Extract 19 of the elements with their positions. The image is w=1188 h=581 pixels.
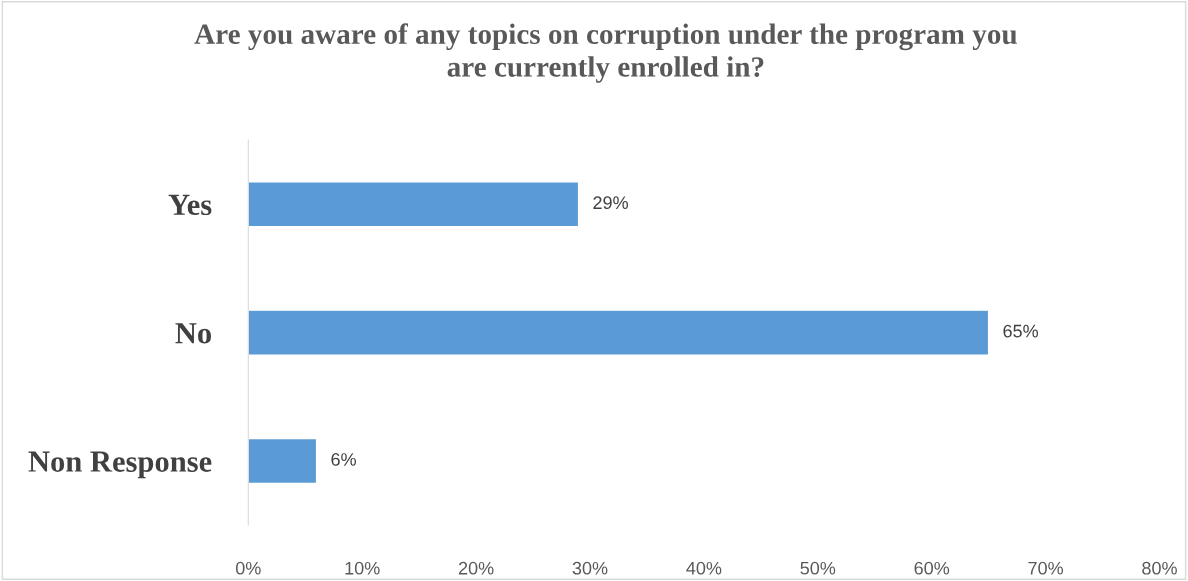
x-tick-label: 80% <box>1142 561 1177 575</box>
data-label: 29% <box>593 196 628 210</box>
x-tick-label: 60% <box>914 561 950 575</box>
x-tick-label: 40% <box>686 561 722 575</box>
x-tick-label: 10% <box>345 561 380 575</box>
y-tick-label: Non Response <box>28 451 212 479</box>
x-tick-label: 30% <box>572 561 608 575</box>
y-tick-label: No <box>175 323 212 344</box>
x-tick-label: 0% <box>235 561 261 575</box>
bar <box>248 437 318 485</box>
x-tick-label: 20% <box>458 561 494 575</box>
data-label: 65% <box>1003 324 1039 338</box>
data-label: 6% <box>331 453 356 466</box>
bar <box>248 309 990 356</box>
y-tick-label: Yes <box>168 194 212 216</box>
x-tick-label: 70% <box>1028 561 1064 575</box>
x-tick-label: 50% <box>800 561 836 575</box>
bar <box>248 181 580 228</box>
chart-title: Are you aware of any topics on corruption under the program you are currently enrolled in? <box>194 23 1017 83</box>
